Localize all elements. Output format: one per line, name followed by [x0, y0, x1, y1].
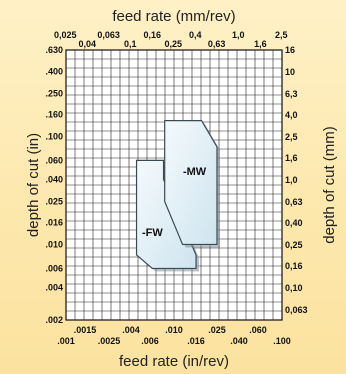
x-bottom-tick-label: .0025: [98, 336, 121, 346]
x-bottom-axis-title: feed rate (in/rev): [119, 353, 229, 370]
y-right-tick-label: 1,6: [285, 153, 298, 163]
region-mw: [164, 119, 218, 246]
y-right-tick-label: 0,40: [285, 218, 303, 228]
x-top-tick-label: 0,4: [189, 30, 202, 40]
y-right-tick-label: 0,16: [285, 261, 303, 271]
y-left-tick-label: .025: [45, 196, 63, 206]
x-top-tick-label: 0,063: [97, 30, 120, 40]
y-right-tick-label: 0,063: [285, 305, 308, 315]
y-right-tick-label: 0,10: [285, 283, 303, 293]
x-top-tick-label: 0,63: [208, 39, 226, 49]
regions-layer: -FW -MW: [135, 119, 220, 272]
y-left-tick-label: .400: [45, 66, 63, 76]
x-top-tick-label: 2,5: [275, 30, 288, 40]
x-bottom-tick-label: .100: [273, 336, 291, 346]
y-left-tick-label: .250: [45, 88, 63, 98]
y-right-tick-label: 10: [285, 67, 295, 77]
y-right-tick-label: 6,3: [285, 89, 298, 99]
x-bottom-tick-label: .025: [208, 325, 226, 335]
y-right-tick-label: 1,0: [285, 175, 298, 185]
y-left-tick-label: .016: [45, 217, 63, 227]
x-top-tick-label: 0,16: [144, 30, 162, 40]
y-right-tick-label: 4,0: [285, 110, 298, 120]
y-left-tick-label: .100: [45, 131, 63, 141]
x-top-tick-label: 1,6: [254, 39, 267, 49]
x-bottom-tick-label: .006: [141, 336, 159, 346]
region-label-mw: -MW: [183, 166, 207, 178]
x-top-tick-label: 0,1: [124, 39, 137, 49]
x-bottom-tick-label: .060: [249, 325, 267, 335]
x-top-tick-label: 0,025: [54, 30, 77, 40]
y-right-tick-label: 0,25: [285, 240, 303, 250]
x-bottom-tick-label: .010: [165, 325, 183, 335]
x-bottom-tick-label: .040: [230, 336, 248, 346]
x-bottom-tick-label: .001: [57, 336, 75, 346]
x-bottom-tick-label: .016: [187, 336, 205, 346]
y-right-tick-label: 0,63: [285, 197, 303, 207]
y-left-tick-label: .006: [45, 263, 63, 273]
x-top-tick-label: 0,04: [79, 39, 97, 49]
y-left-tick-label: .004: [45, 282, 63, 292]
y-right-axis-title: depth of cut (mm): [321, 126, 338, 244]
x-top-tick-label: 1,0: [232, 30, 245, 40]
x-bottom-tick-label: .004: [122, 325, 140, 335]
y-left-tick-label: .002: [45, 315, 63, 325]
y-left-tick-label: .040: [45, 174, 63, 184]
x-bottom-tick-label: .0015: [74, 325, 97, 335]
y-left-tick-label: .160: [45, 109, 63, 119]
y-right-tick-label: 2,5: [285, 132, 298, 142]
y-right-tick-label: 16: [285, 45, 295, 55]
tick-labels: .001.0015.0025.004.006.010.016.025.040.0…: [45, 30, 307, 346]
x-top-axis-title: feed rate (mm/rev): [112, 8, 235, 25]
x-top-tick-label: 0,25: [164, 39, 182, 49]
region-label-fw: -FW: [142, 227, 163, 239]
y-left-axis-title: depth of cut (in): [25, 133, 42, 237]
y-left-tick-label: .010: [45, 239, 63, 249]
y-left-tick-label: .060: [45, 155, 63, 165]
y-left-tick-label: .630: [45, 45, 63, 55]
